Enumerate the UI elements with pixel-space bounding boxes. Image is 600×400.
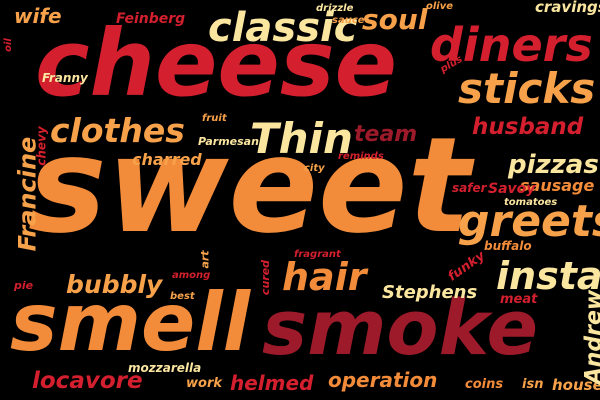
word-sticks: sticks xyxy=(458,64,596,113)
word-sauce: sauce xyxy=(332,15,365,26)
word-soul: soul xyxy=(362,3,428,36)
word-art: art xyxy=(198,250,212,269)
word-house: house xyxy=(552,376,600,394)
word-cravings: cravings xyxy=(535,0,600,16)
word-operation: operation xyxy=(328,368,438,392)
word-cured: cured xyxy=(259,259,273,296)
word-diners: diners xyxy=(430,18,593,72)
word-parmesan: Parmesan xyxy=(198,135,259,148)
word-insta: insta xyxy=(496,254,600,298)
word-cheese: cheese xyxy=(35,10,397,117)
word-classic: classic xyxy=(208,5,358,51)
word-smell: smell xyxy=(10,276,251,369)
word-pie: pie xyxy=(14,279,34,292)
word-charred: charred xyxy=(132,150,202,169)
word-clothes: clothes xyxy=(50,111,185,150)
word-bubbly: bubbly xyxy=(66,270,163,299)
word-among: among xyxy=(172,270,211,281)
word-fragrant: fragrant xyxy=(294,249,341,260)
word-locavore: locavore xyxy=(32,368,143,394)
word-husband: husband xyxy=(472,114,584,140)
word-chevy: chevy xyxy=(34,126,49,166)
word-meat: meat xyxy=(500,292,538,307)
word-buffalo: buffalo xyxy=(484,239,532,253)
word-sweet: sweet xyxy=(28,109,471,263)
word-wife: wife xyxy=(14,4,62,28)
word-sausage: sausage xyxy=(520,176,595,195)
word-best: best xyxy=(170,291,195,302)
word-safer: safer xyxy=(452,181,487,195)
word-work: work xyxy=(186,376,222,391)
word-oil: oil xyxy=(2,38,14,52)
word-coins: coins xyxy=(465,377,504,392)
word-isn: isn xyxy=(522,377,544,392)
word-city: city xyxy=(304,163,325,174)
word-olive: olive xyxy=(426,1,454,12)
word-team: team xyxy=(354,122,418,147)
word-stephens: Stephens xyxy=(382,282,478,303)
word-drizzle: drizzle xyxy=(316,3,354,14)
word-greets: greets xyxy=(458,196,600,247)
word-thin: Thin xyxy=(250,114,353,163)
word-fruit: fruit xyxy=(202,113,227,124)
word-helmed: helmed xyxy=(230,371,314,395)
word-hair: hair xyxy=(282,255,367,299)
word-franny: Franny xyxy=(42,71,88,85)
word-feinberg: Feinberg xyxy=(116,11,186,27)
word-mozzarella: mozzarella xyxy=(128,361,202,375)
word-smoke: smoke xyxy=(262,283,539,372)
word-andrew: Andrew xyxy=(581,289,600,385)
word-reminds: reminds xyxy=(338,151,384,162)
word-pizzas: pizzas xyxy=(508,150,599,180)
word-tomatoes: tomatoes xyxy=(504,197,558,208)
word-savoy: Savoy xyxy=(488,181,536,197)
